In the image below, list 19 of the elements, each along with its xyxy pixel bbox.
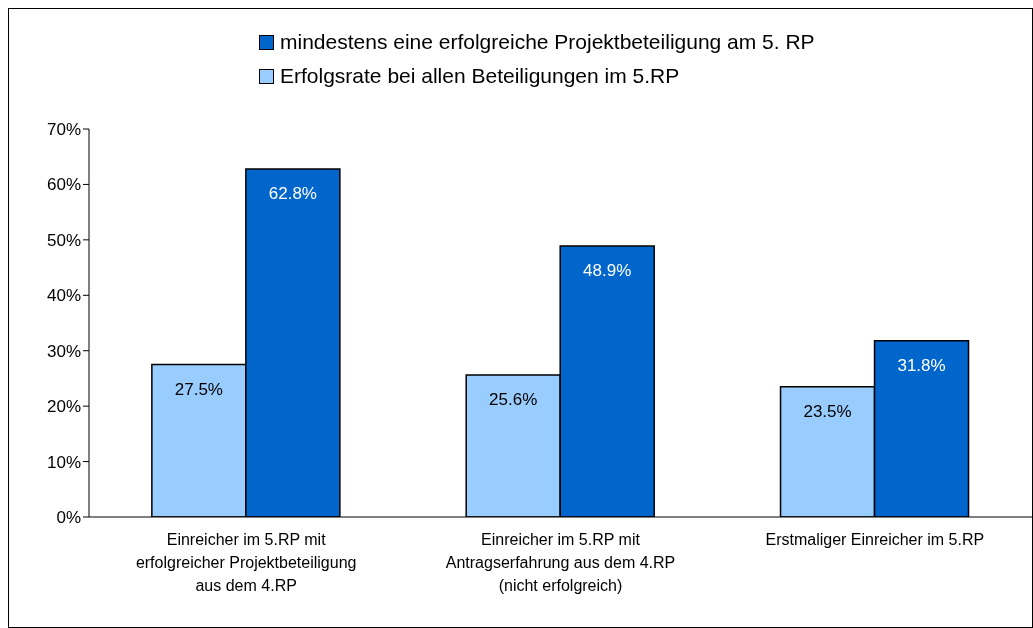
legend-label: Erfolgsrate bei allen Beteiligungen im 5.RP [280, 64, 680, 88]
data-label: 31.8% [897, 355, 946, 375]
y-tick-label: 70% [46, 120, 81, 140]
data-label: 48.9% [583, 261, 632, 281]
y-tick-label: 0% [56, 508, 81, 528]
data-label: 27.5% [174, 379, 223, 399]
x-tick-label: Einreicher im 5.RP mit Antragserfahrung aus dem 4.RP (nicht erfolgreich) [445, 531, 676, 594]
x-tick-label: Einreicher im 5.RP mit erfolgreicher Projektbeteiligung aus dem 4.RP [135, 531, 357, 594]
data-label: 25.6% [489, 390, 538, 410]
y-tick-label: 10% [46, 452, 81, 472]
y-tick-label: 40% [46, 286, 81, 306]
y-tick-label: 50% [46, 230, 81, 250]
x-tick-label: Erstmaliger Einreicher im 5.RP [765, 531, 985, 548]
y-tick-label: 20% [46, 397, 81, 417]
y-tick-label: 30% [46, 341, 81, 361]
y-tick-label: 60% [46, 175, 81, 195]
legend-label: mindestens eine erfolgreiche Projektbeteiligung am 5. RP [280, 30, 815, 54]
data-label: 62.8% [268, 183, 317, 203]
data-label: 23.5% [803, 401, 852, 421]
